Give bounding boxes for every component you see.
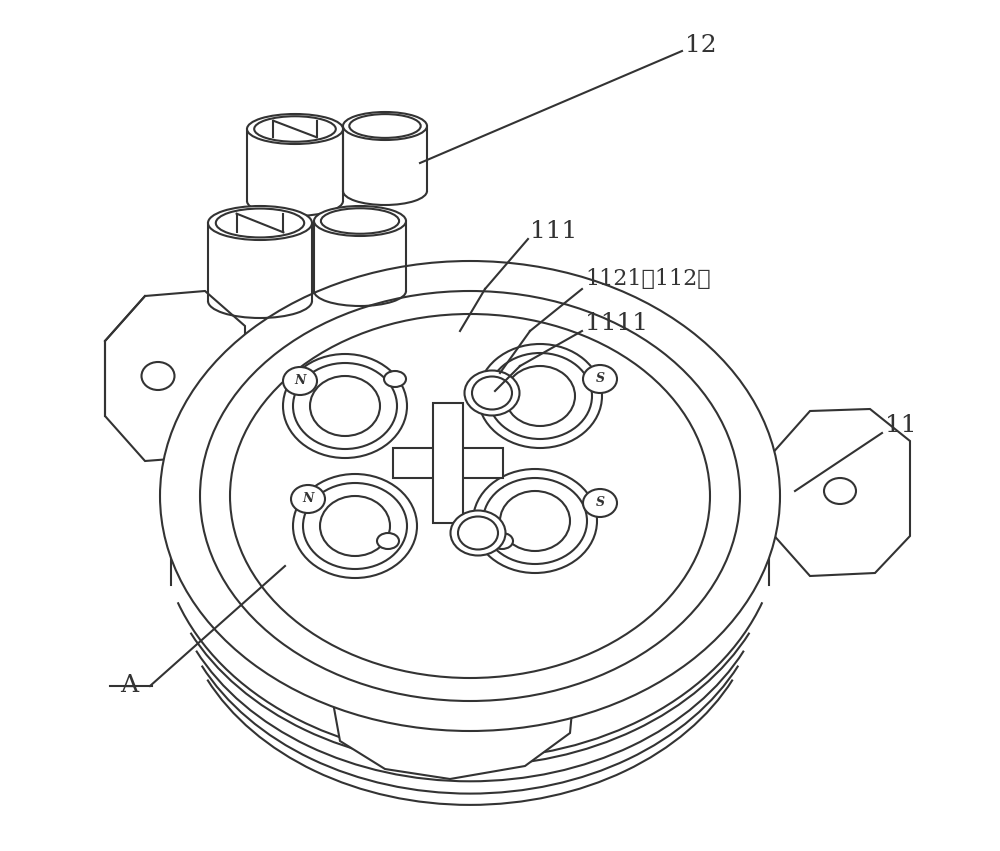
Ellipse shape bbox=[583, 365, 617, 393]
Ellipse shape bbox=[343, 112, 427, 140]
Polygon shape bbox=[330, 621, 575, 779]
Polygon shape bbox=[105, 291, 245, 461]
Ellipse shape bbox=[216, 208, 304, 237]
Ellipse shape bbox=[583, 489, 617, 517]
Ellipse shape bbox=[500, 491, 570, 551]
Ellipse shape bbox=[472, 376, 512, 409]
Ellipse shape bbox=[303, 483, 407, 569]
Ellipse shape bbox=[247, 114, 343, 144]
Ellipse shape bbox=[200, 291, 740, 701]
Ellipse shape bbox=[377, 533, 399, 549]
Text: A: A bbox=[120, 675, 138, 698]
Text: 1121（112）: 1121（112） bbox=[585, 268, 711, 290]
Text: 12: 12 bbox=[685, 35, 717, 58]
Ellipse shape bbox=[254, 117, 336, 142]
Ellipse shape bbox=[473, 469, 597, 573]
Ellipse shape bbox=[349, 114, 421, 138]
Ellipse shape bbox=[160, 261, 780, 731]
Ellipse shape bbox=[464, 370, 520, 415]
Text: 111: 111 bbox=[530, 220, 577, 243]
Ellipse shape bbox=[491, 533, 513, 549]
Text: S: S bbox=[596, 496, 604, 510]
Ellipse shape bbox=[291, 485, 325, 513]
Text: S: S bbox=[596, 373, 604, 386]
Ellipse shape bbox=[458, 517, 498, 550]
Polygon shape bbox=[433, 403, 463, 523]
Text: N: N bbox=[302, 493, 314, 505]
Text: N: N bbox=[294, 374, 306, 387]
Ellipse shape bbox=[450, 511, 506, 556]
Ellipse shape bbox=[310, 376, 380, 436]
Ellipse shape bbox=[283, 354, 407, 458]
Ellipse shape bbox=[320, 496, 390, 556]
Text: 11: 11 bbox=[885, 414, 916, 437]
Ellipse shape bbox=[321, 208, 399, 234]
Ellipse shape bbox=[208, 206, 312, 240]
Ellipse shape bbox=[283, 367, 317, 395]
Ellipse shape bbox=[314, 206, 406, 236]
Ellipse shape bbox=[483, 478, 587, 564]
Ellipse shape bbox=[505, 366, 575, 426]
Ellipse shape bbox=[488, 353, 592, 439]
Polygon shape bbox=[770, 409, 910, 576]
Ellipse shape bbox=[293, 474, 417, 578]
Ellipse shape bbox=[824, 478, 856, 504]
Ellipse shape bbox=[230, 314, 710, 678]
Ellipse shape bbox=[142, 362, 175, 390]
Ellipse shape bbox=[293, 363, 397, 449]
Ellipse shape bbox=[478, 344, 602, 448]
Text: 1111: 1111 bbox=[585, 311, 648, 334]
Ellipse shape bbox=[487, 378, 509, 394]
Polygon shape bbox=[393, 448, 503, 478]
Ellipse shape bbox=[384, 371, 406, 387]
